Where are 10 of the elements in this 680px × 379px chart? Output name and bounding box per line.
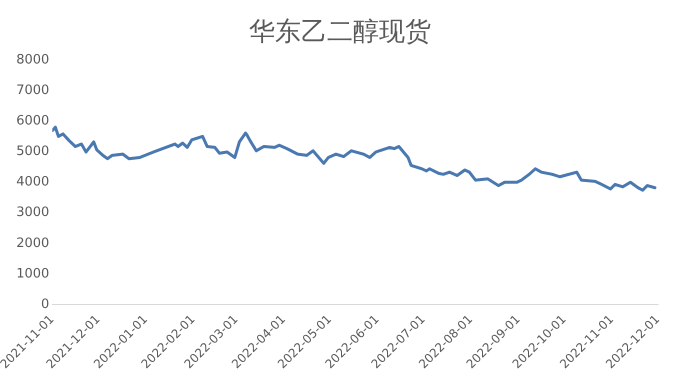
y-tick-label: 0 bbox=[41, 296, 50, 312]
y-tick-label: 6000 bbox=[16, 114, 50, 128]
y-tick-label: 7000 bbox=[16, 82, 50, 98]
y-tick-label: 3000 bbox=[16, 205, 50, 220]
y-tick-label: 4000 bbox=[16, 174, 50, 190]
y-tick-label: 1000 bbox=[16, 266, 50, 282]
y-tick-label: 2000 bbox=[16, 236, 50, 251]
chart-title: 华东乙二醇现货 bbox=[248, 16, 432, 49]
y-tick-label: 8000 bbox=[16, 52, 50, 68]
y-tick-label: 5000 bbox=[16, 144, 50, 160]
